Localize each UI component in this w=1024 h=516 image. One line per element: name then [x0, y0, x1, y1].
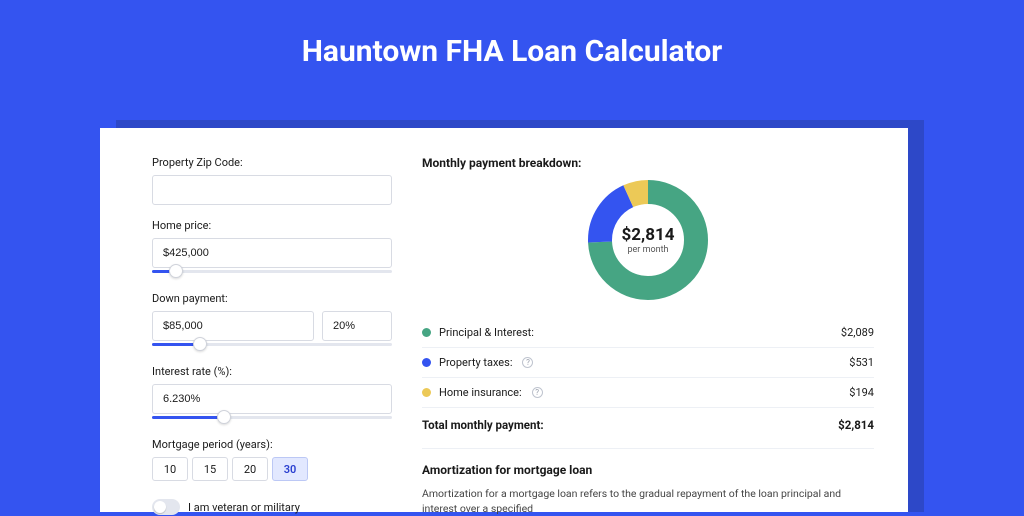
total-label: Total monthly payment:	[422, 418, 544, 432]
form-column: Property Zip Code: Home price: Down paym…	[152, 156, 392, 512]
veteran-row: I am veteran or military	[152, 499, 392, 515]
legend-label: Home insurance:	[439, 386, 522, 399]
veteran-toggle[interactable]	[152, 499, 180, 515]
home-price-input[interactable]	[152, 238, 392, 268]
field-home-price: Home price:	[152, 219, 392, 278]
donut-center-sub: per month	[627, 245, 668, 255]
total-value: $2,814	[838, 418, 874, 432]
legend-row: Principal & Interest: $2,089	[422, 318, 874, 347]
legend-value: $194	[849, 386, 874, 399]
donut-chart: $2,814 per month	[588, 180, 708, 300]
info-icon[interactable]: ?	[532, 387, 543, 398]
calculator-card: Property Zip Code: Home price: Down paym…	[100, 128, 908, 512]
down-payment-slider[interactable]	[152, 339, 392, 351]
interest-rate-label: Interest rate (%):	[152, 365, 392, 378]
donut-center-amount: $2,814	[622, 225, 675, 245]
legend-label: Principal & Interest:	[439, 326, 534, 339]
slider-thumb[interactable]	[169, 264, 183, 278]
down-payment-label: Down payment:	[152, 292, 392, 305]
total-row: Total monthly payment: $2,814	[422, 407, 874, 442]
period-option-30[interactable]: 30	[272, 457, 308, 481]
legend-row: Home insurance:? $194	[422, 377, 874, 407]
slider-thumb[interactable]	[193, 337, 207, 351]
period-option-15[interactable]: 15	[192, 457, 228, 481]
legend-value: $2,089	[841, 326, 874, 339]
breakdown-column: Monthly payment breakdown: $2,814 per mo…	[422, 156, 874, 512]
interest-rate-input[interactable]	[152, 384, 392, 414]
donut-chart-wrap: $2,814 per month	[422, 180, 874, 300]
field-down-payment: Down payment:	[152, 292, 392, 351]
legend-dot	[422, 388, 431, 397]
slider-thumb[interactable]	[217, 410, 231, 424]
down-payment-percent-input[interactable]	[322, 311, 392, 341]
legend-dot	[422, 328, 431, 337]
legend-dot	[422, 358, 431, 367]
zip-label: Property Zip Code:	[152, 156, 392, 169]
home-price-label: Home price:	[152, 219, 392, 232]
breakdown-title: Monthly payment breakdown:	[422, 156, 874, 170]
mortgage-period-group: 10152030	[152, 457, 392, 481]
down-payment-amount-input[interactable]	[152, 311, 314, 341]
amortization-title: Amortization for mortgage loan	[422, 463, 874, 477]
amortization-section: Amortization for mortgage loan Amortizat…	[422, 448, 874, 516]
field-zip: Property Zip Code:	[152, 156, 392, 205]
legend-row: Property taxes:? $531	[422, 347, 874, 377]
mortgage-period-label: Mortgage period (years):	[152, 438, 392, 451]
info-icon[interactable]: ?	[522, 357, 533, 368]
zip-input[interactable]	[152, 175, 392, 205]
field-interest-rate: Interest rate (%):	[152, 365, 392, 424]
field-mortgage-period: Mortgage period (years): 10152030	[152, 438, 392, 481]
page-title: Hauntown FHA Loan Calculator	[0, 0, 1024, 91]
legend-label: Property taxes:	[439, 356, 512, 369]
period-option-10[interactable]: 10	[152, 457, 188, 481]
home-price-slider[interactable]	[152, 266, 392, 278]
period-option-20[interactable]: 20	[232, 457, 268, 481]
legend-value: $531	[849, 356, 874, 369]
interest-rate-slider[interactable]	[152, 412, 392, 424]
